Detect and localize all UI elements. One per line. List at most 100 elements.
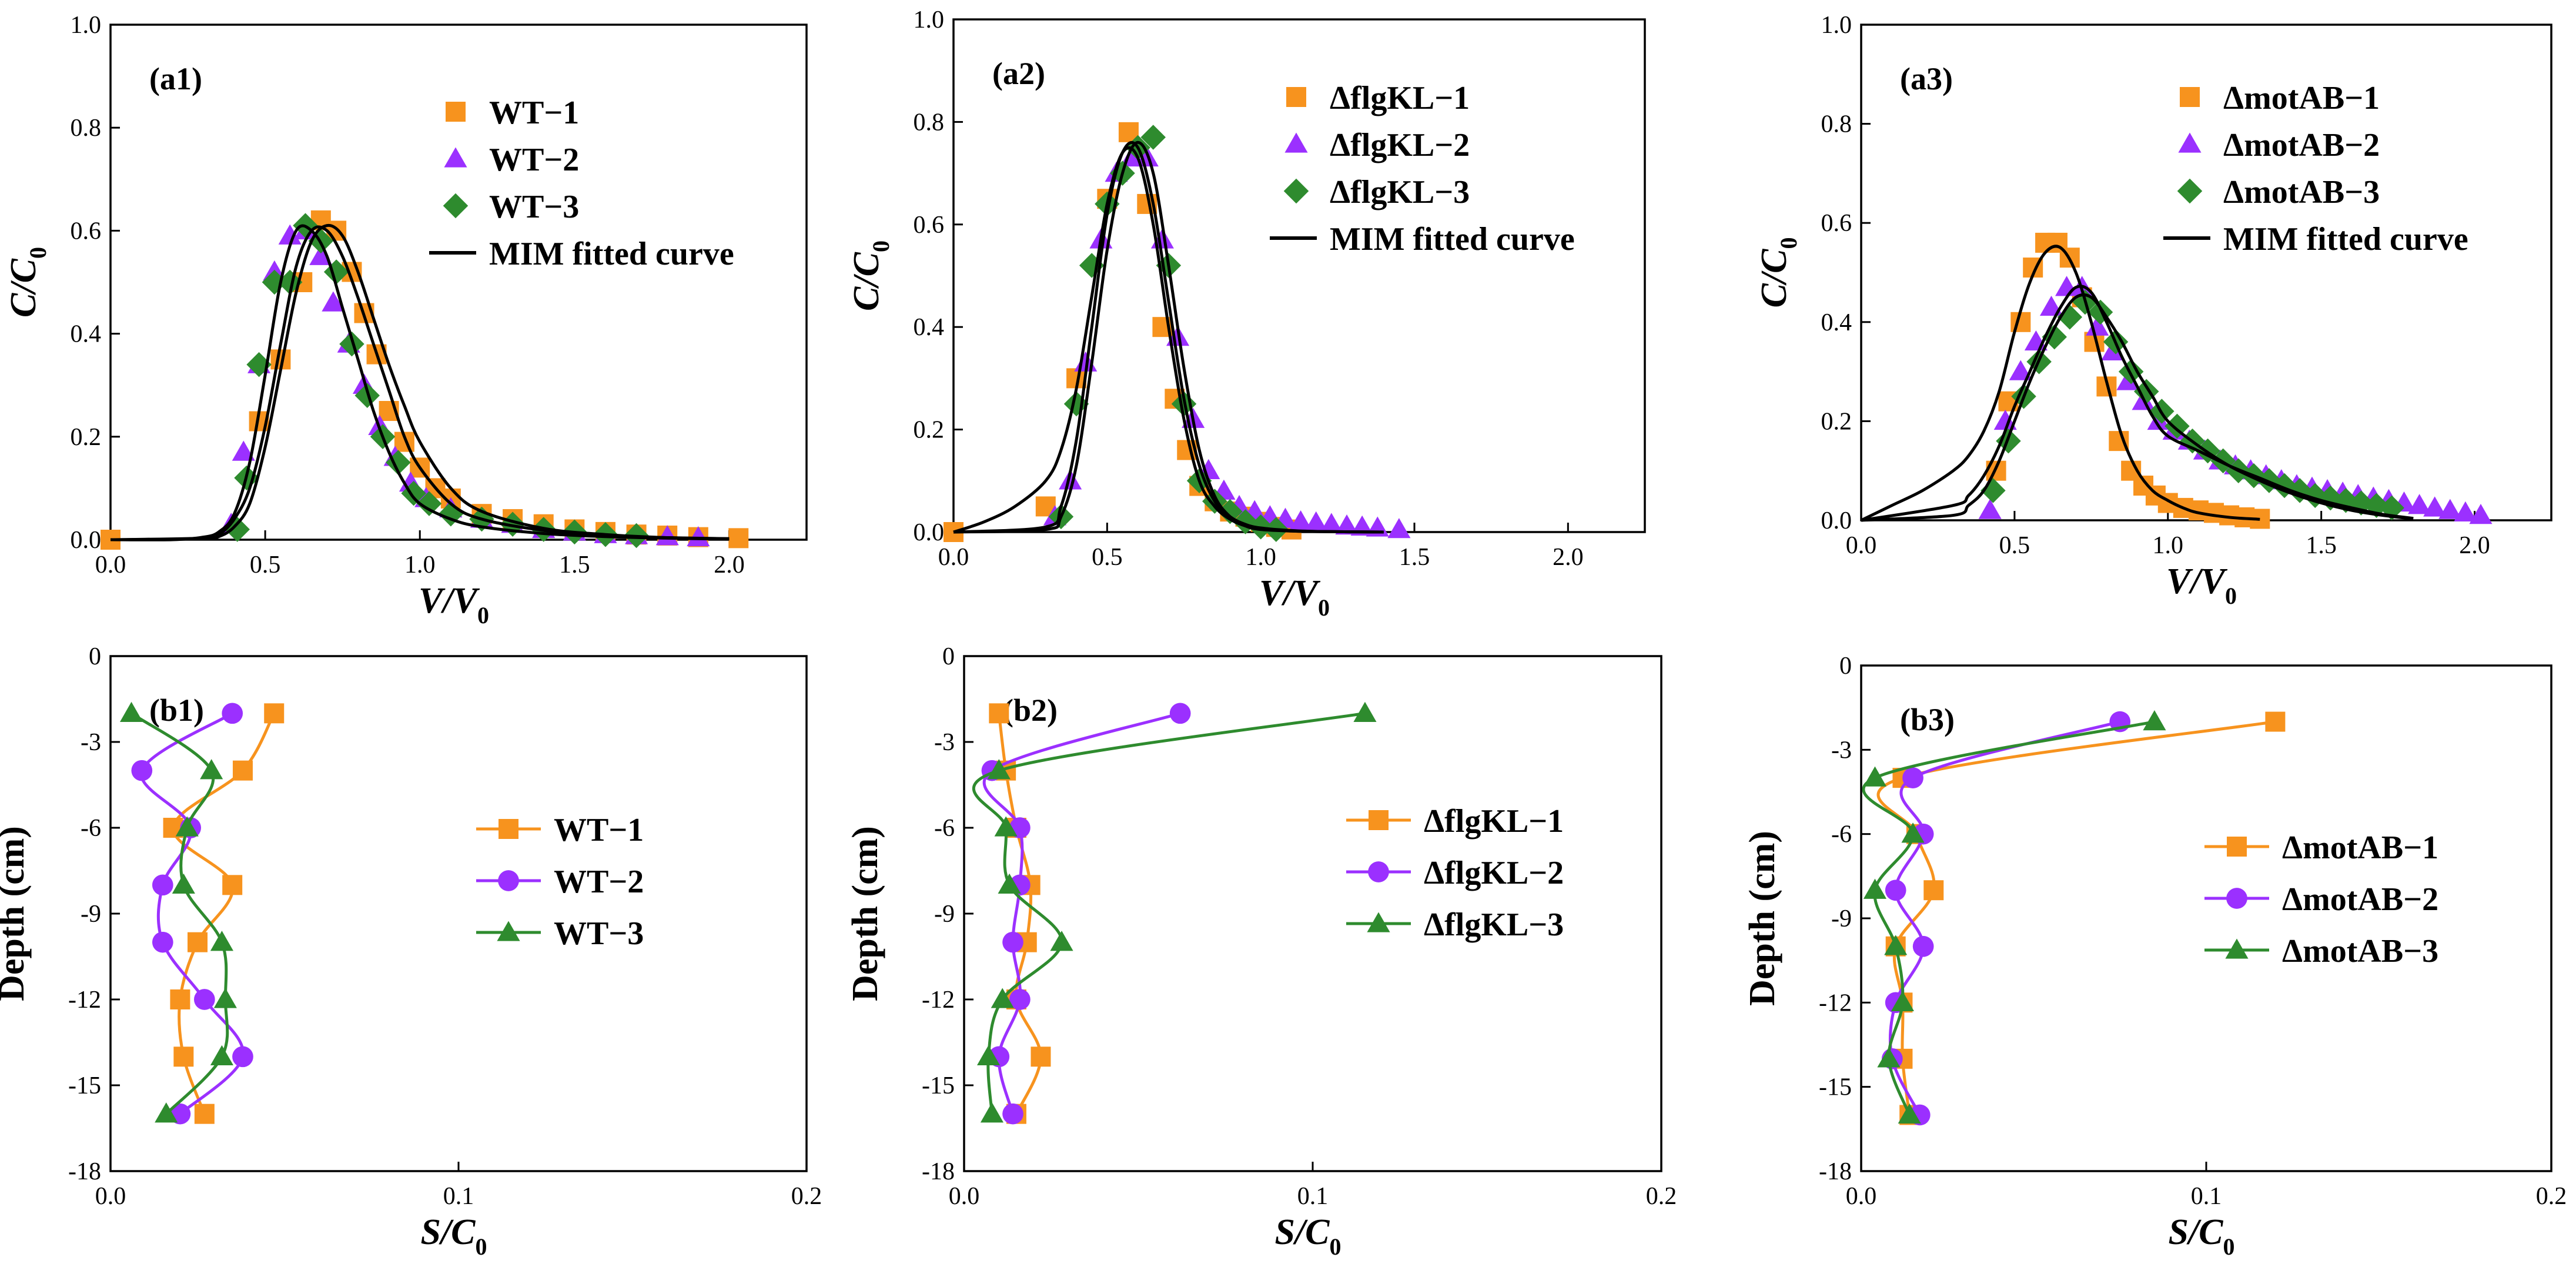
data-point — [175, 816, 199, 837]
plot-frame — [109, 24, 808, 541]
y-axis-label: C/C0 — [847, 240, 894, 311]
data-point — [1050, 931, 1073, 951]
x-tick-label: 0.0 — [1846, 532, 1877, 559]
x-tick-label: 1.0 — [1245, 544, 1276, 571]
x-axis-label: V/V0 — [2166, 561, 2237, 609]
y-tick-label: 0.4 — [914, 314, 945, 341]
data-point — [989, 703, 1009, 724]
y-tick-label: 0.8 — [1821, 111, 1852, 138]
data-point — [1877, 1047, 1901, 1068]
data-point — [1009, 989, 1031, 1010]
fitted-curve — [1860, 245, 2260, 522]
y-tick-label: -3 — [934, 729, 955, 756]
legend-marker — [2225, 938, 2249, 959]
legend-label: ΔflgKL−2 — [1330, 127, 1470, 163]
legend-label: ΔmotAB−3 — [2223, 174, 2380, 210]
fitted-curve — [953, 141, 1384, 534]
legend-marker — [1368, 861, 1389, 882]
data-point — [1993, 409, 2017, 430]
data-point — [193, 989, 215, 1010]
y-tick-label: -9 — [1831, 905, 1852, 932]
legend-label: ΔflgKL−3 — [1330, 174, 1470, 210]
data-point — [976, 1045, 1001, 1065]
data-point — [416, 491, 442, 516]
data-point — [1353, 701, 1377, 722]
data-point — [1885, 880, 1906, 901]
x-tick-label: 0.0 — [1846, 1183, 1877, 1210]
data-point — [1031, 1046, 1051, 1067]
data-point — [991, 988, 1014, 1008]
data-point — [222, 703, 243, 724]
legend-label: WT−1 — [554, 812, 644, 848]
y-axis-label: Depth (cm) — [845, 826, 885, 1001]
x-tick-label: 2.0 — [2459, 532, 2490, 559]
x-tick-label: 1.0 — [2153, 532, 2184, 559]
legend-marker — [2178, 132, 2202, 153]
data-point — [152, 931, 173, 953]
data-point — [1335, 514, 1359, 535]
panel-label: (b3) — [1900, 702, 1955, 737]
legend-label: MIM fitted curve — [2223, 221, 2468, 258]
y-tick-label: 0.8 — [71, 115, 102, 142]
x-tick-label: 0.0 — [949, 1183, 980, 1210]
legend-label: ΔmotAB−3 — [2282, 933, 2438, 969]
legend-label: ΔmotAB−2 — [2282, 881, 2438, 918]
x-tick-label: 0.0 — [95, 551, 126, 579]
panel-a3: 0.0 0.5 1.0 1.5 2.00.00.20.40.60.81.0V/V0C/C… — [1754, 12, 2552, 609]
x-tick-label: 0.1 — [1297, 1183, 1329, 1210]
data-point — [1289, 510, 1313, 531]
y-tick-label: 0.6 — [1821, 210, 1852, 237]
y-tick-label: -18 — [68, 1158, 101, 1185]
data-point — [232, 760, 253, 781]
panel-label: (a1) — [149, 61, 202, 96]
y-tick-label: 0.8 — [914, 109, 945, 136]
data-point — [2265, 711, 2286, 732]
plot-frame — [1860, 664, 2552, 1172]
legend-marker — [446, 102, 466, 122]
data-point — [278, 224, 302, 245]
plot-frame — [109, 655, 808, 1172]
data-point — [264, 703, 285, 724]
series-line — [1888, 720, 2120, 1116]
legend-marker — [497, 921, 520, 941]
panel-label: (b1) — [149, 693, 204, 728]
data-point — [987, 759, 1011, 780]
y-tick-label: -6 — [1831, 821, 1852, 848]
data-point — [2454, 501, 2477, 522]
panel-label: (a2) — [992, 56, 1045, 91]
data-point — [173, 1046, 194, 1067]
data-point — [1884, 935, 1908, 955]
x-axis-label: S/C0 — [1274, 1212, 1341, 1260]
legend-label: ΔmotAB−2 — [2223, 127, 2380, 163]
data-point — [1059, 469, 1082, 490]
x-tick-label: 0.2 — [791, 1183, 822, 1210]
y-tick-label: 0 — [89, 643, 101, 670]
y-tick-label: 1.0 — [71, 12, 102, 39]
data-point — [2423, 496, 2447, 517]
series-line — [1862, 720, 2155, 1116]
data-point — [172, 873, 195, 894]
legend-label: WT−3 — [554, 915, 644, 952]
data-point — [2408, 494, 2431, 514]
y-tick-label: -12 — [1819, 989, 1852, 1016]
legend: ΔmotAB−1 ΔmotAB−2 ΔmotAB−3 — [2204, 830, 2438, 969]
y-tick-label: -15 — [922, 1072, 955, 1099]
legend-label: ΔflgKL−1 — [1424, 803, 1564, 840]
x-tick-label: 0.1 — [2191, 1183, 2222, 1210]
data-point — [119, 701, 143, 722]
y-tick-label: 0.6 — [914, 212, 945, 239]
x-tick-label: 0.5 — [1092, 544, 1123, 571]
panel-b3: 0.0 0.1 0.2 0 -3 -6 -9 -12 -15 -18 S/C0 Depth (cm) (… — [1742, 653, 2567, 1260]
series-line — [1876, 720, 2276, 1115]
data-point — [1304, 511, 1328, 531]
x-tick-label: 1.5 — [1399, 544, 1430, 571]
data-point — [998, 873, 1021, 894]
y-tick-label: 0 — [1839, 653, 1852, 680]
legend-label: ΔflgKL−3 — [1424, 907, 1564, 943]
data-point — [1923, 880, 1944, 901]
y-tick-label: 0 — [942, 643, 955, 670]
data-point — [309, 245, 333, 265]
data-point — [728, 528, 749, 549]
data-point — [152, 874, 173, 896]
